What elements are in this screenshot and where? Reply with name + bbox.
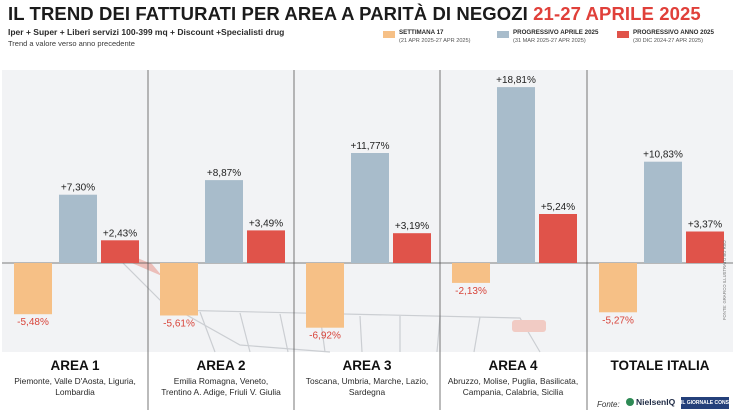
area-regions-1: Piemonte, Valle D'Aosta, Liguria, Lombar… xyxy=(2,376,148,398)
legend-label-anno: PROGRESSIVO ANNO 2025 xyxy=(633,29,714,36)
bar-settimana-totale xyxy=(599,263,637,313)
bar-aprile-area-3 xyxy=(351,153,389,263)
legend-swatch-aprile xyxy=(497,31,509,38)
legend-swatch-settimana xyxy=(383,31,395,38)
area-name-totale: TOTALE ITALIA xyxy=(610,358,710,373)
legend-label-aprile: PROGRESSIVO APRILE 2025 xyxy=(513,29,599,36)
area-regions-3-line-1: Toscana, Umbria, Marche, Lazio, xyxy=(305,376,429,386)
area-regions-1-line-2: Lombardia xyxy=(55,387,95,397)
bar-aprile-area-2 xyxy=(205,180,243,263)
bar-aprile-area-1 xyxy=(59,194,97,263)
title-date: 21-27 APRILE 2025 xyxy=(533,3,701,24)
area-regions-4: Abruzzo, Molise, Puglia, Basilicata, Cam… xyxy=(440,376,586,398)
area-name-1: AREA 1 xyxy=(50,358,100,373)
area-regions-4-line-2: Campania, Calabria, Sicilia xyxy=(462,387,564,397)
area-regions-4-line-1: Abruzzo, Molise, Puglia, Basilicata, xyxy=(447,376,579,386)
label-anno-area-1: +2,43% xyxy=(103,228,137,239)
graphic-credit: FONTE: GRAFICO ILLUSTRATO BO RSO xyxy=(722,240,727,320)
source-partner-logo: IL GIORNALE CONSUMI xyxy=(681,397,729,409)
label-settimana-area-1: -5,48% xyxy=(17,317,49,328)
bar-anno-totale xyxy=(686,231,724,263)
chart-bars-layer xyxy=(14,87,724,328)
cart-basket-lines xyxy=(199,311,481,353)
area-regions-2-line-1: Emilia Romagna, Veneto, xyxy=(173,376,269,386)
bar-settimana-area-1 xyxy=(14,263,52,315)
label-aprile-area-1: +7,30% xyxy=(61,183,95,194)
bar-settimana-area-2 xyxy=(160,263,198,316)
label-anno-area-3: +3,19% xyxy=(395,221,429,232)
bar-aprile-area-4 xyxy=(497,87,535,263)
label-aprile-totale: +10,83% xyxy=(643,150,683,161)
title-main: IL TREND DEI FATTURATI PER AREA A PARITÀ… xyxy=(8,3,528,24)
label-settimana-area-2: -5,61% xyxy=(163,319,195,330)
label-anno-area-4: +5,24% xyxy=(541,202,575,213)
area-regions-2: Emilia Romagna, Veneto, Trentino A. Adig… xyxy=(148,376,294,398)
bar-settimana-area-3 xyxy=(306,263,344,328)
label-settimana-area-4: -2,13% xyxy=(455,286,487,297)
source-nielsen-text: NielsenIQ xyxy=(636,397,676,407)
bar-anno-area-3 xyxy=(393,233,431,263)
area-regions-3: Toscana, Umbria, Marche, Lazio, Sardegna xyxy=(294,376,440,398)
chart-labels-layer: -5,48% -5,61% -6,92% -2,13% -5,27% +7,30% +8,8… xyxy=(17,75,722,342)
label-settimana-totale: -5,27% xyxy=(602,315,634,326)
area-regions-3-line-2: Sardegna xyxy=(348,387,386,397)
label-anno-area-2: +3,49% xyxy=(249,218,283,229)
bar-anno-area-2 xyxy=(247,230,285,263)
chart-note: Trend a valore verso anno precedente xyxy=(8,39,135,48)
source-nielsen: NielsenIQ xyxy=(626,397,675,407)
cart-handle-line xyxy=(109,249,331,353)
legend-sub-settimana: (21 APR 2025-27 APR 2025) xyxy=(399,38,471,44)
bar-anno-area-1 xyxy=(101,240,139,263)
bar-aprile-totale xyxy=(644,161,682,263)
cart-rim-line xyxy=(169,309,541,353)
legend-sub-anno: (30 DIC 2024-27 APR 2025) xyxy=(633,38,703,44)
area-name-2: AREA 2 xyxy=(196,358,246,373)
source-label: Fonte: xyxy=(597,400,620,409)
area-regions-2-line-2: Trentino A. Adige, Friuli V. Giulia xyxy=(161,387,281,397)
label-aprile-area-2: +8,87% xyxy=(207,168,241,179)
label-aprile-area-4: +18,81% xyxy=(496,75,536,86)
area-name-3: AREA 3 xyxy=(342,358,392,373)
bar-settimana-area-4 xyxy=(452,263,490,283)
bar-anno-area-4 xyxy=(539,214,577,263)
label-anno-totale: +3,37% xyxy=(688,220,722,231)
area-name-4: AREA 4 xyxy=(488,358,538,373)
nielsen-logo-icon xyxy=(626,398,634,406)
chart-subtitle: Iper + Super + Liberi servizi 100-399 mq… xyxy=(8,27,285,37)
legend-swatch-anno xyxy=(617,31,629,38)
area-regions-1-line-1: Piemonte, Valle D'Aosta, Liguria, xyxy=(14,376,136,386)
cart-child-seat xyxy=(512,320,546,332)
legend-label-settimana: SETTIMANA 17 xyxy=(399,29,444,36)
legend-sub-aprile: (31 MAR 2025-27 APR 2025) xyxy=(513,38,586,44)
chart-title: IL TREND DEI FATTURATI PER AREA A PARITÀ… xyxy=(8,3,701,25)
label-settimana-area-3: -6,92% xyxy=(309,331,341,342)
label-aprile-area-3: +11,77% xyxy=(350,141,389,152)
